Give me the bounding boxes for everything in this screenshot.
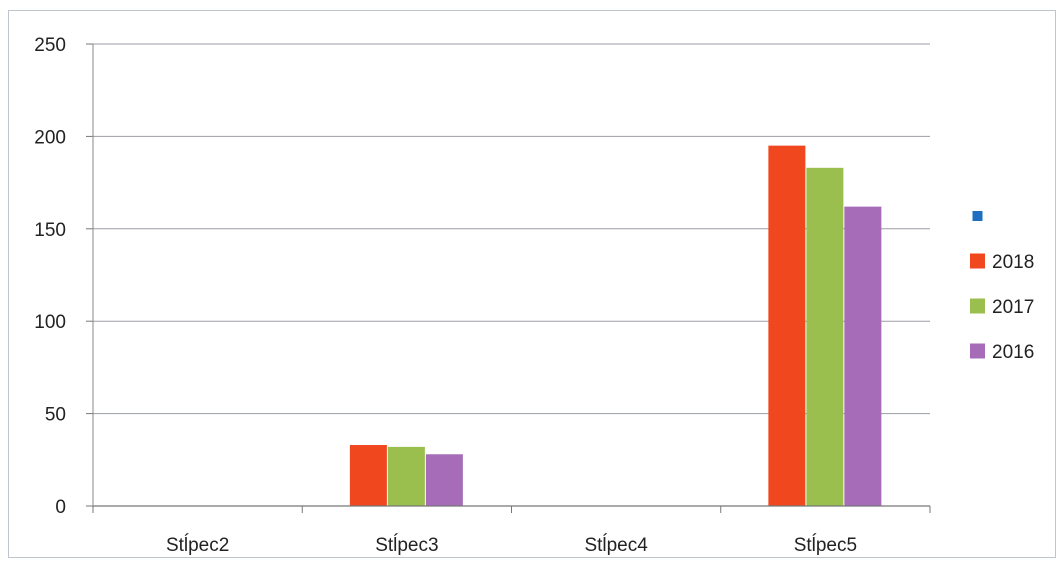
y-tick-label: 50 [45,405,66,426]
x-category-label: Stĺpec2 [166,534,229,556]
x-category-label: Stĺpec5 [794,534,857,556]
legend-swatch [970,298,985,314]
legend-swatch [972,211,983,221]
bar-2018-Stĺpec5 [768,145,806,506]
y-tick-label: 200 [34,127,66,148]
bars [349,145,882,507]
legend-label: 2017 [992,297,1034,318]
bar-2017-Stĺpec3 [387,446,425,506]
bar-2016-Stĺpec5 [844,206,882,506]
y-tick-label: 100 [34,312,66,333]
legend-label: 2016 [992,342,1034,363]
legend: 2018 2017 2016 [970,211,1034,363]
bar-2017-Stĺpec5 [806,167,844,507]
y-tick-label: 250 [34,35,66,56]
legend-swatch [970,253,985,269]
bar-2018-Stĺpec3 [349,445,387,506]
y-tick-label: 0 [55,497,66,518]
legend-label: 2018 [992,252,1034,273]
bar-2016-Stĺpec3 [425,454,463,506]
x-axis [92,44,931,513]
y-axis-ticks: 0 50 100 150 200 250 [34,35,93,518]
y-tick-label: 150 [34,220,66,241]
x-axis-labels: Stĺpec2 Stĺpec3 Stĺpec4 Stĺpec5 [166,534,857,556]
legend-swatch [970,343,985,359]
x-category-label: Stĺpec4 [584,534,648,556]
x-category-label: Stĺpec3 [375,534,438,556]
